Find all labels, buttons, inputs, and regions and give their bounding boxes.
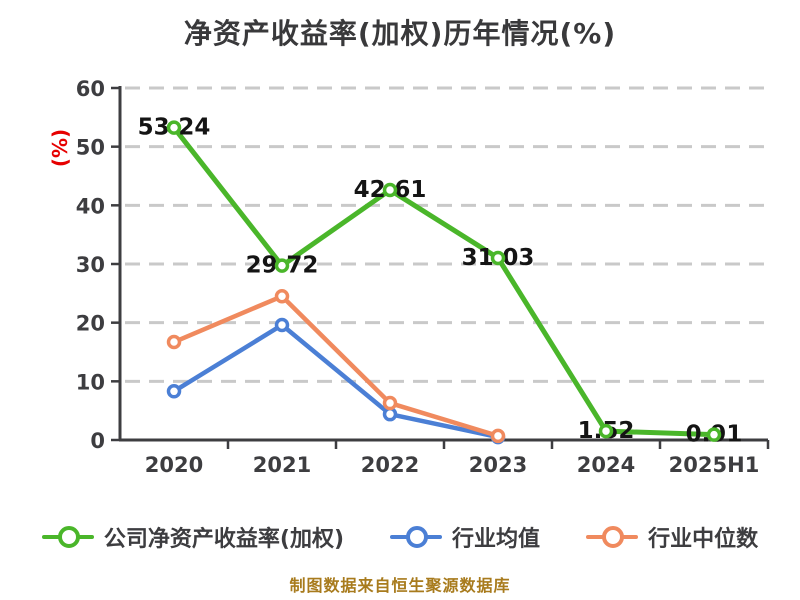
data-point-series-2	[274, 289, 290, 304]
series-line-0	[171, 125, 717, 438]
legend-dot-icon	[57, 526, 80, 548]
legend-item-industry-median: 行业中位数	[586, 521, 758, 553]
x-tick-label: 2024	[577, 453, 635, 477]
y-tick-label: 10	[76, 370, 105, 394]
data-point-series-0	[706, 427, 722, 442]
y-tick-label: 30	[76, 253, 105, 277]
data-point-series-1	[382, 406, 398, 422]
legend-dot-icon	[602, 526, 625, 548]
series-line-2	[171, 294, 501, 439]
data-point-series-0	[274, 258, 290, 273]
data-point-series-0	[166, 120, 182, 135]
y-tick-label: 0	[90, 429, 105, 453]
x-tick-label: 2021	[253, 453, 311, 477]
data-point-series-2	[490, 428, 506, 444]
data-point-series-0	[490, 250, 506, 266]
x-tick-label: 2023	[469, 453, 527, 477]
data-source-note: 制图数据来自恒生聚源数据库	[289, 576, 511, 595]
legend: 公司净资产收益率(加权) 行业均值 行业中位数	[0, 518, 800, 556]
legend-label-industry-average: 行业均值	[452, 527, 541, 552]
data-point-series-2	[382, 395, 398, 411]
y-tick-label: 60	[76, 77, 105, 101]
data-point-series-0	[382, 182, 398, 198]
legend-dot-icon	[406, 526, 429, 548]
data-point-series-2	[166, 334, 182, 350]
y-tick-label: 20	[76, 312, 105, 336]
y-tick-label: 50	[76, 136, 105, 160]
series-line-1	[171, 322, 501, 440]
legend-marker-industry-median	[586, 526, 639, 548]
legend-marker-industry-average	[390, 526, 443, 548]
legend-marker-company	[41, 526, 94, 548]
chart-title: 净资产收益率(加权)历年情况(%)	[183, 17, 617, 50]
data-point-series-0	[598, 423, 614, 439]
data-point-series-1	[166, 384, 182, 399]
legend-item-company: 公司净资产收益率(加权)	[41, 521, 345, 553]
data-point-series-1	[274, 317, 290, 333]
legend-item-industry-average: 行业均值	[390, 521, 540, 553]
x-tick-label: 2022	[361, 453, 419, 477]
legend-label-industry-median: 行业中位数	[648, 527, 759, 552]
y-tick-label: 40	[76, 194, 105, 218]
x-tick-label: 2020	[145, 453, 203, 477]
x-tick-label: 2025H1	[669, 453, 760, 477]
legend-label-company: 公司净资产收益率(加权)	[103, 527, 345, 552]
